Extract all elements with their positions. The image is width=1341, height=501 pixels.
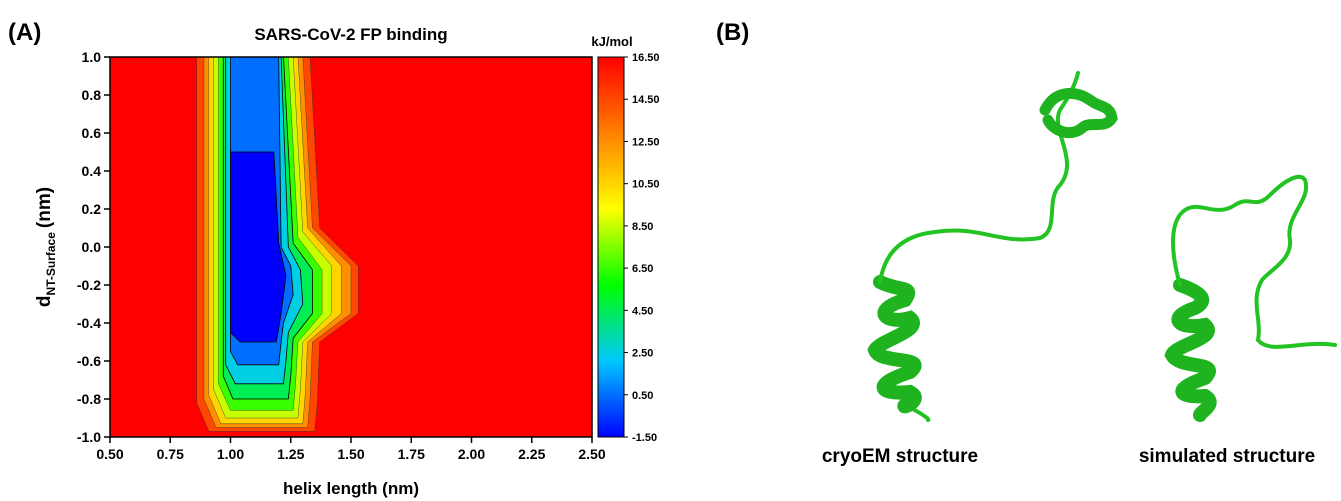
panel-label: (B) <box>716 19 749 46</box>
y-tick-label: -0.6 <box>77 353 101 369</box>
y-label-unit: (nm) <box>34 187 55 228</box>
colorbar-tick-label: 0.50 <box>632 390 653 402</box>
colorbar-tick-label: 12.50 <box>632 136 660 148</box>
x-tick-label: 1.50 <box>337 446 364 462</box>
structure-label: simulated structure <box>1139 446 1315 467</box>
x-tick-label: 0.50 <box>96 446 123 462</box>
structure-label: cryoEM structure <box>822 446 978 467</box>
y-tick-label: 0.0 <box>82 239 102 255</box>
figure: (A) (B) SARS-CoV-2 FP binding helix leng… <box>0 0 1341 501</box>
contour-background <box>110 57 592 437</box>
y-label-sub: NT-Surface <box>44 232 58 296</box>
x-tick-label: 1.00 <box>217 446 244 462</box>
colorbar-label: kJ/mol <box>591 34 632 49</box>
y-tick-label: 1.0 <box>82 49 102 65</box>
colorbar-tick-label: 10.50 <box>632 179 660 191</box>
colorbar-tick-label: 16.50 <box>632 52 660 64</box>
chart-title: SARS-CoV-2 FP binding <box>254 25 447 44</box>
y-tick-label: 0.2 <box>82 201 102 217</box>
protein-structure <box>875 73 1335 420</box>
colorbar <box>598 57 624 437</box>
colorbar-tick-label: 6.50 <box>632 263 653 275</box>
colorbar-tick-label: 8.50 <box>632 221 653 233</box>
y-label-main: d <box>34 295 55 307</box>
x-tick-label: 2.00 <box>458 446 485 462</box>
x-tick-label: 1.75 <box>398 446 425 462</box>
colorbar-tick-label: 14.50 <box>632 94 660 106</box>
y-tick-label: -0.8 <box>77 391 101 407</box>
y-tick-label: -1.0 <box>77 429 101 445</box>
x-tick-label: 0.75 <box>157 446 184 462</box>
y-tick-label: 0.8 <box>82 87 102 103</box>
y-tick-label: 0.6 <box>82 125 102 141</box>
y-axis-label: dNT-Surface (nm) <box>34 187 58 307</box>
panel-label: (A) <box>8 19 41 46</box>
x-tick-label: 1.25 <box>277 446 304 462</box>
y-tick-label: -0.4 <box>77 315 101 331</box>
colorbar-tick-label: -1.50 <box>632 432 657 444</box>
x-axis-label: helix length (nm) <box>283 479 419 498</box>
colorbar-tick-label: 4.50 <box>632 305 653 317</box>
y-tick-label: 0.4 <box>82 163 102 179</box>
y-tick-label: -0.2 <box>77 277 101 293</box>
x-tick-label: 2.50 <box>578 446 605 462</box>
x-tick-label: 2.25 <box>518 446 545 462</box>
colorbar-tick-label: 2.50 <box>632 348 653 360</box>
